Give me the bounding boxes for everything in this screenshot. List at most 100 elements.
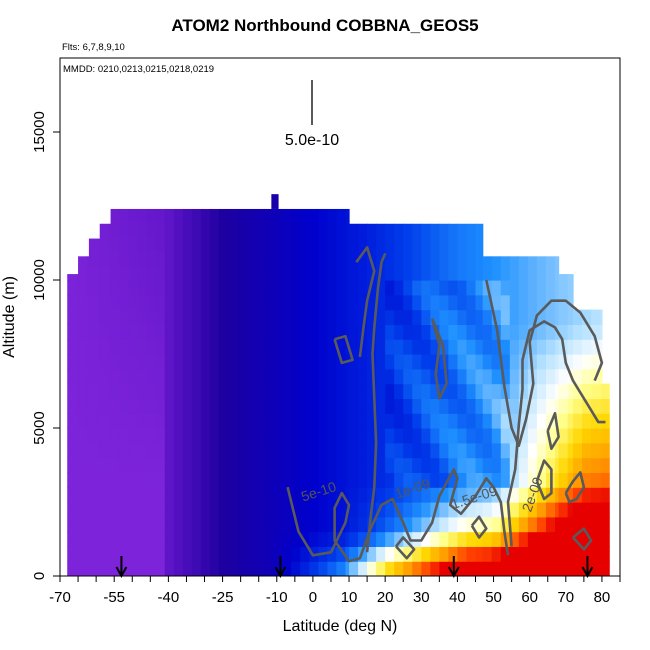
- heatmap-cell: [264, 309, 274, 325]
- heatmap-cell: [367, 457, 377, 473]
- heatmap-cell: [358, 546, 368, 562]
- heatmap-cell: [108, 428, 112, 444]
- heatmap-cell: [191, 265, 202, 281]
- heatmap-cell: [482, 324, 493, 340]
- heatmap-cell: [200, 442, 211, 459]
- heatmap-cell: [421, 265, 431, 281]
- heatmap-cell: [554, 561, 560, 576]
- heatmap-cell: [110, 265, 121, 281]
- heatmap-cell: [430, 223, 440, 237]
- heatmap-cell: [439, 398, 449, 414]
- heatmap-cell: [536, 531, 547, 547]
- heatmap-cell: [300, 208, 310, 222]
- heatmap-cell: [88, 238, 99, 251]
- heatmap-cell: [567, 472, 574, 488]
- heatmap-cell: [173, 294, 184, 311]
- heatmap-cell: [518, 280, 529, 296]
- heatmap-cell: [475, 531, 484, 547]
- heatmap-cell: [67, 413, 77, 429]
- heatmap-cell: [536, 368, 547, 385]
- heatmap-cell: [309, 294, 319, 311]
- heatmap-cell: [385, 383, 395, 399]
- heatmap-cell: [491, 294, 502, 311]
- heatmap-cell: [500, 442, 511, 459]
- heatmap-cell: [110, 383, 121, 399]
- heatmap-cell: [273, 250, 283, 266]
- heatmap-cell: [500, 457, 511, 473]
- heatmap-cell: [182, 280, 193, 296]
- heatmap-cell: [128, 250, 139, 266]
- heatmap-cell: [97, 354, 101, 370]
- heatmap-cell: [218, 531, 229, 547]
- heatmap-cell: [430, 250, 440, 266]
- heatmap-cell: [76, 398, 79, 414]
- heatmap-cell: [518, 339, 529, 355]
- heatmap-cell: [191, 487, 202, 503]
- heatmap-cell: [358, 250, 368, 266]
- heatmap-cell: [376, 561, 386, 576]
- heatmap-cell: [394, 472, 404, 488]
- heatmap-cell: [466, 250, 477, 266]
- heatmap-cell: [164, 442, 175, 459]
- heatmap-cell: [110, 428, 121, 444]
- x-tick-label: -40: [158, 589, 180, 606]
- heatmap-cell: [88, 561, 99, 576]
- heatmap-cell: [164, 457, 175, 473]
- heatmap-cell: [255, 309, 265, 325]
- heatmap-cell: [518, 531, 529, 547]
- heatmap-cell: [412, 516, 422, 533]
- heatmap-cell: [482, 339, 493, 355]
- heatmap-cell: [108, 280, 112, 296]
- heatmap-cell: [99, 368, 110, 385]
- heatmap-cell: [110, 398, 121, 414]
- heatmap-cell: [228, 398, 238, 414]
- heatmap-cell: [430, 413, 440, 429]
- heatmap-cell: [228, 354, 238, 370]
- heatmap-cell: [457, 502, 468, 518]
- heatmap-cell: [582, 324, 592, 340]
- heatmap-cell: [200, 546, 211, 562]
- heatmap-cell: [97, 309, 101, 325]
- heatmap-cell: [475, 294, 484, 311]
- heatmap-cell: [246, 324, 256, 340]
- heatmap-cell: [439, 235, 449, 251]
- heatmap-cell: [500, 516, 511, 533]
- heatmap-cell: [457, 250, 468, 266]
- heatmap-cell: [300, 428, 310, 444]
- heatmap-cell: [255, 546, 265, 562]
- heatmap-cell: [403, 398, 413, 414]
- heatmap-cell: [191, 250, 202, 266]
- heatmap-cell: [582, 487, 592, 503]
- heatmap-cell: [218, 368, 229, 385]
- heatmap-cell: [327, 487, 337, 503]
- heatmap-cell: [273, 339, 283, 355]
- heatmap-cell: [527, 265, 538, 281]
- heatmap-cell: [509, 294, 520, 311]
- x-tick-label: -55: [103, 589, 125, 606]
- heatmap-cell: [309, 457, 319, 473]
- heatmap-cell: [466, 561, 477, 576]
- heatmap-cell: [457, 383, 468, 399]
- heatmap-cell: [218, 250, 229, 266]
- heatmap-cell: [545, 309, 556, 325]
- heatmap-cell: [336, 235, 347, 251]
- heatmap-cell: [518, 265, 529, 281]
- heatmap-cell: [349, 502, 359, 518]
- heatmap-cell: [155, 516, 166, 533]
- heatmap-cell: [119, 516, 130, 533]
- heatmap-cell: [421, 294, 431, 311]
- heatmap-cell: [336, 428, 347, 444]
- heatmap-cell: [509, 280, 520, 296]
- heatmap-cell: [439, 280, 449, 296]
- heatmap-cell: [475, 250, 484, 266]
- heatmap-cell: [318, 309, 328, 325]
- heatmap-cell: [358, 368, 368, 385]
- heatmap-cell: [200, 294, 211, 311]
- heatmap-cell: [421, 398, 431, 414]
- heatmap-cell: [376, 428, 386, 444]
- heatmap-cell: [246, 265, 256, 281]
- heatmap-cell: [527, 428, 538, 444]
- heatmap-cell: [282, 339, 292, 355]
- heatmap-cell: [264, 280, 274, 296]
- heatmap-cell: [282, 354, 292, 370]
